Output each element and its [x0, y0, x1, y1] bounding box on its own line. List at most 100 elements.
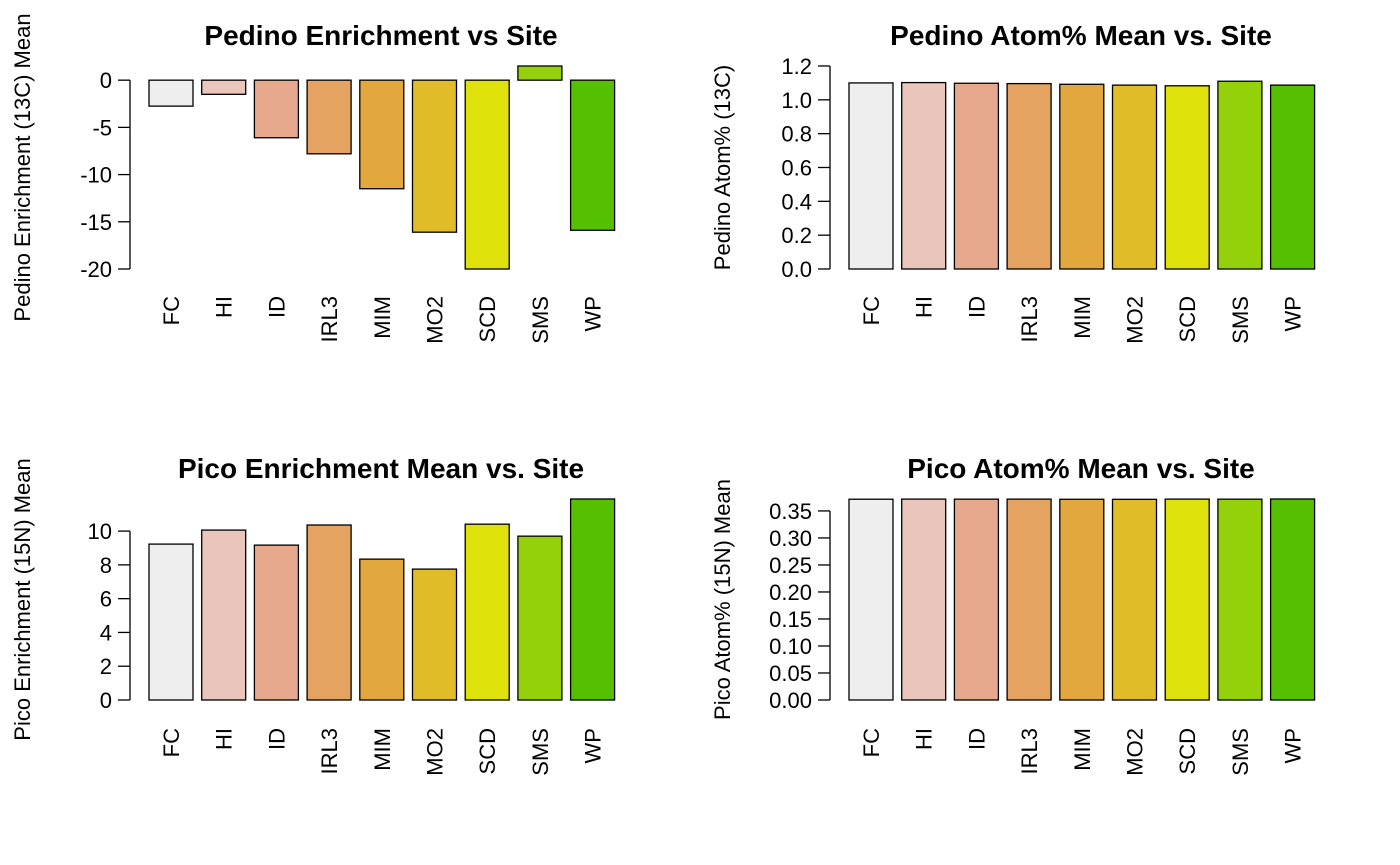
x-tick-label: MO2	[1123, 728, 1148, 776]
y-tick-label: 2	[100, 654, 112, 679]
y-tick-label: 0.20	[769, 580, 812, 605]
bar	[1006, 82, 1052, 270]
x-tick-label: IRL3	[317, 728, 342, 774]
x-tick-label: WP	[1281, 728, 1306, 763]
y-tick-label: 6	[100, 587, 112, 612]
y-tick-label: 0.2	[781, 223, 812, 248]
x-tick-label: ID	[964, 296, 989, 318]
y-tick-label: -15	[80, 210, 112, 235]
bar	[901, 81, 947, 270]
y-tick-label: 0.30	[769, 526, 812, 551]
bar	[953, 82, 1000, 270]
bar	[848, 82, 894, 270]
x-tick-label: HI	[912, 296, 937, 318]
bar	[306, 79, 352, 155]
bar	[848, 498, 894, 701]
x-tick-label: FC	[859, 728, 884, 757]
chart-title: Pico Atom% Mean vs. Site	[907, 453, 1255, 484]
bar	[901, 498, 947, 701]
bar	[201, 529, 247, 701]
bar	[1111, 498, 1158, 701]
bar	[1217, 80, 1263, 270]
bar	[517, 65, 563, 81]
x-tick-label: WP	[1281, 296, 1306, 331]
y-axis-label: Pico Atom% (15N) Mean	[710, 479, 735, 720]
bar	[569, 498, 616, 701]
x-tick-label: MO2	[1123, 296, 1148, 344]
bar	[148, 79, 194, 107]
bar	[411, 79, 458, 233]
bar	[953, 498, 1000, 701]
y-tick-label: 0.35	[769, 499, 812, 524]
chart-title: Pedino Atom% Mean vs. Site	[890, 20, 1272, 51]
x-tick-label: SMS	[528, 296, 553, 344]
x-tick-label: SMS	[1228, 728, 1253, 776]
y-axis-label: Pico Enrichment (15N) Mean	[10, 458, 35, 740]
x-tick-label: SMS	[1228, 296, 1253, 344]
bar	[464, 523, 510, 701]
x-tick-label: MIM	[1070, 296, 1095, 339]
bar	[464, 79, 510, 270]
y-tick-label: 0.05	[769, 661, 812, 686]
bar	[253, 544, 300, 701]
x-tick-label: WP	[581, 296, 606, 331]
y-tick-label: 0.10	[769, 634, 812, 659]
x-tick-label: WP	[581, 728, 606, 763]
y-tick-label: 0.4	[781, 189, 812, 214]
x-tick-label: ID	[264, 728, 289, 750]
bar	[306, 524, 352, 701]
bar	[569, 79, 616, 231]
x-tick-label: MO2	[423, 296, 448, 344]
y-tick-label: 0	[100, 68, 112, 93]
y-tick-label: 0.15	[769, 607, 812, 632]
bar	[1164, 85, 1210, 270]
y-tick-label: 0.8	[781, 122, 812, 147]
bar	[201, 79, 247, 95]
y-tick-label: -5	[92, 115, 112, 140]
chart-title: Pedino Enrichment vs Site	[204, 20, 557, 51]
x-tick-label: ID	[964, 728, 989, 750]
bar	[359, 558, 405, 701]
bar	[1111, 84, 1158, 270]
x-tick-label: SMS	[528, 728, 553, 776]
bar	[148, 543, 194, 701]
bar	[1269, 498, 1316, 701]
x-tick-label: SCD	[475, 296, 500, 342]
y-tick-label: -10	[80, 163, 112, 188]
x-tick-label: SCD	[1175, 728, 1200, 774]
x-tick-label: SCD	[475, 728, 500, 774]
y-tick-label: 0.6	[781, 156, 812, 181]
bar	[1269, 84, 1316, 270]
y-tick-label: 8	[100, 553, 112, 578]
x-tick-label: MIM	[370, 296, 395, 339]
x-tick-label: IRL3	[317, 296, 342, 342]
y-tick-label: 0.0	[781, 257, 812, 282]
x-tick-label: HI	[212, 728, 237, 750]
y-axis-label: Pedino Enrichment (13C) Mean	[10, 13, 35, 321]
bar	[1006, 498, 1052, 701]
x-tick-label: IRL3	[1017, 728, 1042, 774]
y-tick-label: 10	[88, 519, 112, 544]
chart-title: Pico Enrichment Mean vs. Site	[178, 453, 584, 484]
bar	[411, 568, 458, 701]
bar	[1217, 498, 1263, 701]
x-tick-label: HI	[212, 296, 237, 318]
y-tick-label: 0.25	[769, 553, 812, 578]
x-tick-label: MIM	[1070, 728, 1095, 771]
bar	[359, 79, 405, 190]
bar	[1164, 498, 1210, 701]
bar	[1059, 498, 1105, 701]
y-axis-label: Pedino Atom% (13C)	[710, 65, 735, 270]
y-tick-label: 4	[100, 620, 112, 645]
x-tick-label: FC	[159, 728, 184, 757]
x-tick-label: MO2	[423, 728, 448, 776]
bar	[253, 79, 300, 139]
x-tick-label: ID	[264, 296, 289, 318]
x-tick-label: FC	[159, 296, 184, 325]
x-tick-label: HI	[912, 728, 937, 750]
y-tick-label: 1.0	[781, 88, 812, 113]
y-tick-label: -20	[80, 257, 112, 282]
bar	[1059, 83, 1105, 270]
y-tick-label: 1.2	[781, 54, 812, 79]
